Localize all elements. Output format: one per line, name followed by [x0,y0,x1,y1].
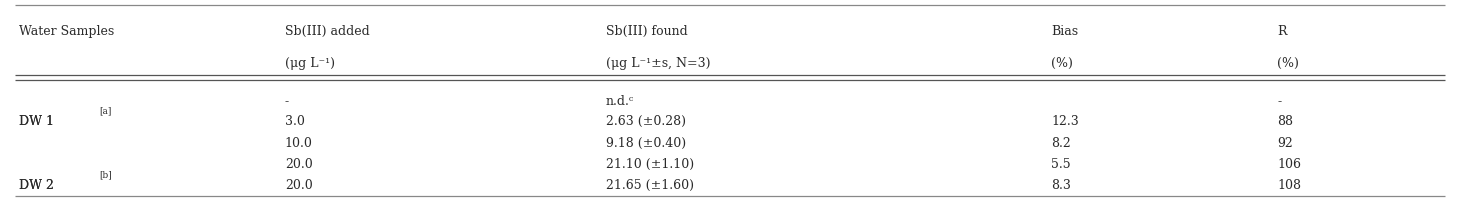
Text: 8.2: 8.2 [1051,136,1072,149]
Text: DW 1: DW 1 [19,115,54,128]
Text: -: - [285,95,289,107]
Text: 3.0: 3.0 [285,115,305,128]
Text: 20.0: 20.0 [285,157,312,170]
Text: 92: 92 [1278,136,1294,149]
Text: Sb(III) found: Sb(III) found [606,25,688,38]
Text: -: - [1278,95,1282,107]
Text: Bias: Bias [1051,25,1079,38]
Text: 5.5: 5.5 [1051,157,1070,170]
Text: 108: 108 [1278,178,1301,191]
Text: 9.18 (±0.40): 9.18 (±0.40) [606,136,686,149]
Text: R: R [1278,25,1288,38]
Text: 88: 88 [1278,115,1294,128]
Text: (μg L⁻¹): (μg L⁻¹) [285,57,334,70]
Text: Sb(III) added: Sb(III) added [285,25,369,38]
Text: [b]: [b] [99,169,112,178]
Text: 10.0: 10.0 [285,136,312,149]
Text: DW 1: DW 1 [19,115,54,128]
Text: DW 2: DW 2 [19,178,54,191]
Text: 21.10 (±1.10): 21.10 (±1.10) [606,157,694,170]
Text: 2.63 (±0.28): 2.63 (±0.28) [606,115,686,128]
Text: 106: 106 [1278,157,1301,170]
Text: DW 2: DW 2 [19,178,54,191]
Text: n.d.ᶜ: n.d.ᶜ [606,95,634,107]
Text: 21.65 (±1.60): 21.65 (±1.60) [606,178,694,191]
Text: 8.3: 8.3 [1051,178,1072,191]
Text: (%): (%) [1278,57,1299,70]
Text: 12.3: 12.3 [1051,115,1079,128]
Text: Water Samples: Water Samples [19,25,114,38]
Text: 20.0: 20.0 [285,178,312,191]
Text: (%): (%) [1051,57,1073,70]
Text: (μg L⁻¹±s, N=3): (μg L⁻¹±s, N=3) [606,57,711,70]
Text: [a]: [a] [99,106,111,115]
